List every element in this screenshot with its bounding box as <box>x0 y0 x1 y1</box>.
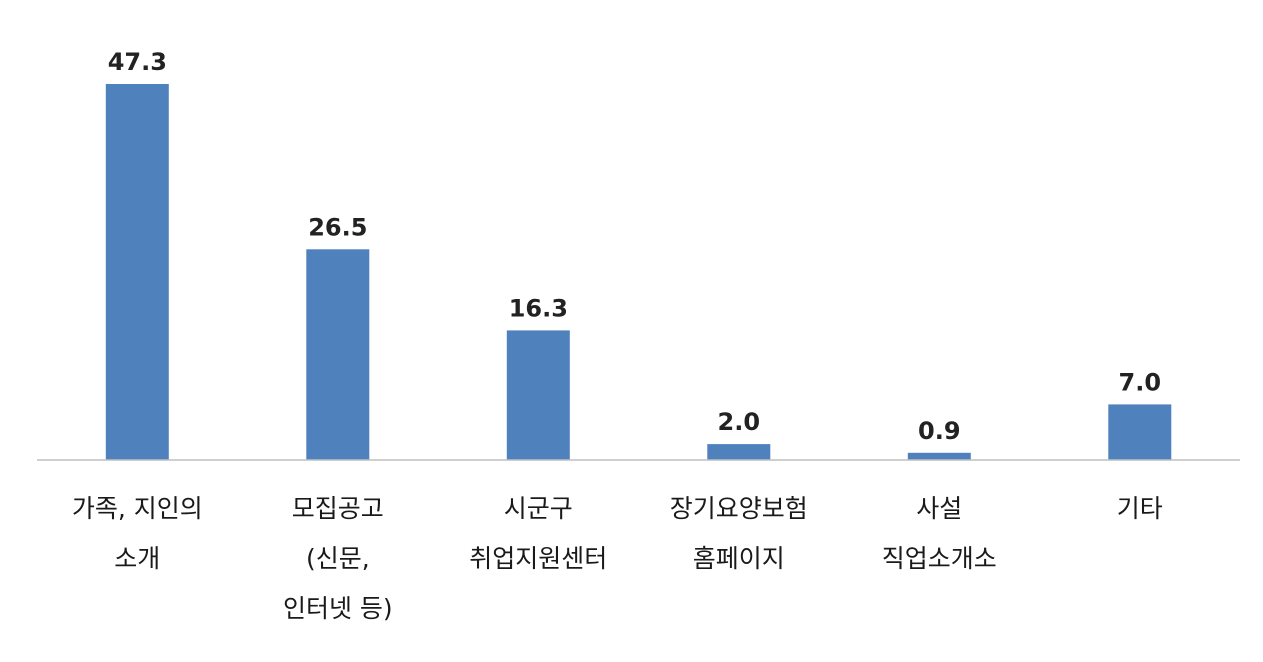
category-label-0-line-1: 소개 <box>114 544 160 573</box>
value-label-1: 26.5 <box>308 213 367 241</box>
bars-layer <box>105 84 1172 460</box>
category-label-1-line-1: (신문, <box>306 544 370 573</box>
value-label-5: 7.0 <box>1119 368 1162 396</box>
category-label-5-line-0: 기타 <box>1117 494 1163 523</box>
value-label-3: 2.0 <box>718 408 761 436</box>
category-label-4-line-1: 직업소개소 <box>882 544 997 573</box>
bar-4 <box>907 452 971 460</box>
value-label-0: 47.3 <box>108 48 167 76</box>
category-label-3-line-1: 홈페이지 <box>693 544 785 573</box>
bar-5 <box>1108 404 1172 460</box>
bar-3 <box>707 444 771 460</box>
value-labels-layer: 47.3 26.5 16.3 2.0 0.9 7.0 <box>108 48 1161 445</box>
bar-2 <box>506 330 570 460</box>
category-label-2-line-0: 시군구 <box>504 494 573 523</box>
category-label-4-line-0: 사설 <box>916 494 962 523</box>
value-label-2: 16.3 <box>509 294 568 322</box>
category-label-3-line-0: 장기요양보험 <box>670 494 808 523</box>
category-label-2-line-1: 취업지원센터 <box>469 544 607 573</box>
bar-1 <box>306 249 370 460</box>
category-label-1-line-2: 인터넷 등) <box>283 594 393 623</box>
category-label-1-line-0: 모집공고 <box>292 494 384 523</box>
category-label-0-line-0: 가족, 지인의 <box>72 494 203 523</box>
value-label-4: 0.9 <box>918 417 961 445</box>
bar-0 <box>105 84 169 460</box>
